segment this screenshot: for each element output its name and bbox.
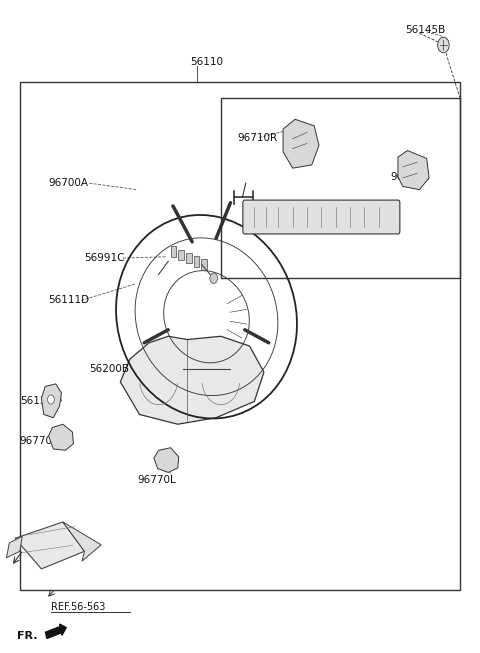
- Text: 96700A: 96700A: [48, 178, 88, 188]
- FancyArrow shape: [46, 624, 66, 639]
- Text: 84673B: 84673B: [357, 211, 397, 221]
- Polygon shape: [120, 336, 264, 424]
- Polygon shape: [41, 384, 61, 418]
- Text: FR.: FR.: [17, 631, 38, 641]
- Polygon shape: [154, 448, 179, 473]
- Text: 56145B: 56145B: [405, 25, 445, 35]
- Polygon shape: [63, 522, 101, 561]
- Circle shape: [438, 37, 449, 53]
- Polygon shape: [283, 119, 319, 168]
- Text: 96710L: 96710L: [391, 172, 430, 182]
- Text: REF.56-563: REF.56-563: [51, 601, 105, 612]
- Bar: [193, 256, 199, 266]
- Circle shape: [210, 273, 217, 283]
- Bar: [221, 99, 460, 278]
- Polygon shape: [15, 522, 84, 569]
- FancyBboxPatch shape: [243, 200, 400, 234]
- Bar: [178, 249, 184, 260]
- Text: 96770L: 96770L: [137, 475, 176, 485]
- Circle shape: [48, 395, 54, 404]
- Text: 96710R: 96710R: [238, 133, 278, 142]
- Text: 56991C: 56991C: [84, 253, 125, 263]
- Text: 56200B: 56200B: [89, 364, 129, 374]
- Bar: [20, 82, 460, 590]
- Bar: [186, 253, 192, 263]
- Text: 56111D: 56111D: [48, 295, 90, 306]
- Polygon shape: [48, 424, 73, 451]
- Text: 56110: 56110: [190, 57, 223, 67]
- Polygon shape: [398, 151, 429, 189]
- Text: 56130C: 56130C: [20, 396, 60, 406]
- Bar: [201, 259, 207, 270]
- Polygon shape: [6, 536, 22, 558]
- Bar: [170, 246, 176, 257]
- Text: 96770R: 96770R: [20, 436, 60, 445]
